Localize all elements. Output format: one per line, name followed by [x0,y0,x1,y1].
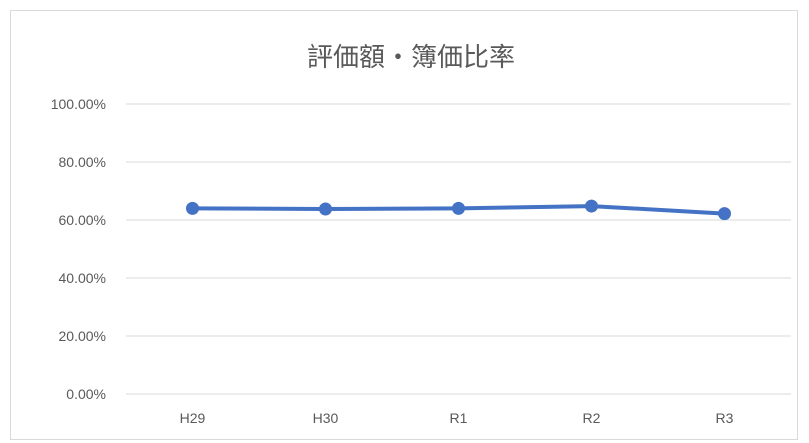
x-tick-label: H30 [313,410,339,426]
data-point [452,201,465,215]
chart-svg: 評価額・簿価比率 0.00% 20.00% 40.00% 60.00% 80.00% 10… [51,43,791,426]
y-tick-label: 0.00% [66,386,106,402]
x-tick-label: R1 [450,410,468,426]
y-tick-label: 20.00% [59,328,106,344]
data-point [585,199,598,213]
x-axis-tick-labels: H29 H30 R1 R2 R3 [180,410,734,426]
x-tick-label: R2 [583,410,601,426]
y-tick-label: 40.00% [59,270,106,286]
series-group [186,199,731,221]
data-point [186,201,199,215]
y-tick-label: 100.00% [51,96,106,112]
x-tick-label: H29 [180,410,206,426]
data-point [319,202,332,216]
data-point [718,207,731,221]
y-tick-label: 60.00% [59,212,106,228]
chart-frame: 評価額・簿価比率 0.00% 20.00% 40.00% 60.00% 80.00% 10… [10,10,798,440]
gridlines [126,103,791,395]
x-tick-label: R3 [716,410,734,426]
y-tick-label: 80.00% [59,154,106,170]
chart-title: 評価額・簿価比率 [307,43,515,73]
y-axis-tick-labels: 0.00% 20.00% 40.00% 60.00% 80.00% 100.00% [51,96,106,402]
